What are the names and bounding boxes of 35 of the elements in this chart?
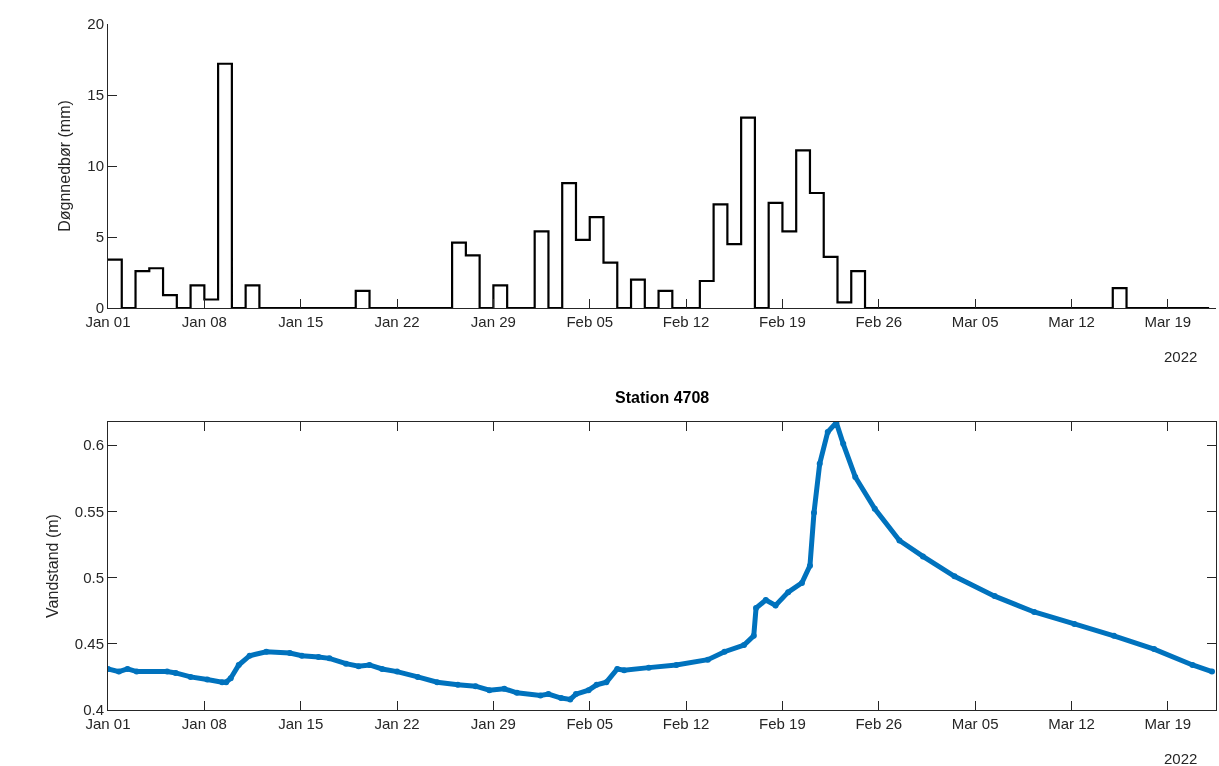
x-tick-label: Feb 12	[662, 715, 710, 732]
y-tick-label: 15	[87, 86, 104, 104]
x-tick-label: Mar 19	[1144, 313, 1192, 330]
x-tick-label: Feb 05	[566, 715, 614, 732]
x-tick-label: Feb 19	[759, 715, 806, 732]
x-tick-label: Feb 12	[662, 313, 710, 330]
x-tick-label: Feb 05	[566, 313, 614, 330]
x-tick-label: Feb 26	[855, 715, 903, 732]
x-tick-label: Mar 05	[951, 715, 999, 732]
y-tick-label: 0.5	[83, 568, 104, 586]
y-axis-title: Døgnnedbør (mm)	[56, 100, 74, 232]
x-tick-label: Jan 22	[374, 313, 420, 330]
x-tick-label: Mar 12	[1048, 715, 1095, 732]
y-tick-label: 0.45	[74, 635, 104, 653]
y-tick-label: 10	[87, 157, 104, 175]
x-tick-label: Jan 08	[181, 715, 227, 732]
text: 2022	[1164, 750, 1198, 766]
chart-title: Station 4708	[615, 389, 710, 406]
y-tick-label: 5	[95, 228, 104, 246]
x-tick-label: Feb 19	[759, 313, 806, 330]
x-tick-label: Mar 19	[1144, 715, 1192, 732]
text: 2022	[1164, 348, 1198, 365]
y-tick-label: 0.6	[83, 436, 104, 454]
x-tick-label: Mar 05	[951, 313, 999, 330]
x-tick-label: Jan 15	[278, 313, 324, 330]
x-tick-label: Jan 22	[374, 715, 420, 732]
x-tick-label: Feb 26	[855, 313, 903, 330]
x-tick-label: Mar 12	[1048, 313, 1095, 330]
y-tick-label: 0.55	[74, 502, 104, 520]
x-tick-label: Jan 29	[470, 313, 516, 330]
x-tick-label: Jan 15	[278, 715, 324, 732]
y-axis-title: Vandstand (m)	[43, 514, 61, 618]
x-tick-label: Jan 08	[181, 313, 227, 330]
x-tick-label: Jan 29	[470, 715, 516, 732]
y-tick-label: 20	[87, 15, 104, 33]
